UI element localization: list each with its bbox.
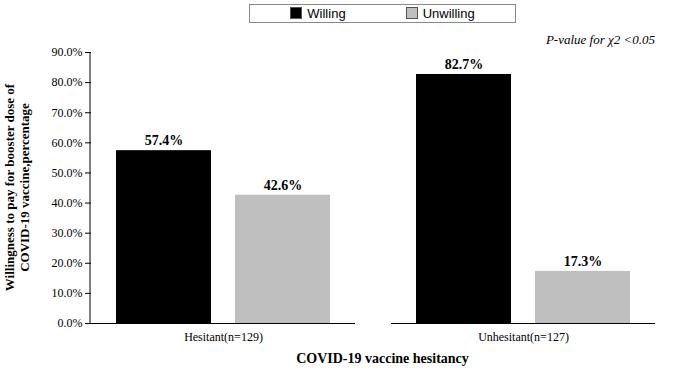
svg-text:30.0%: 30.0% [52,226,83,240]
svg-text:0.0%: 0.0% [58,316,83,330]
svg-text:82.7%: 82.7% [445,57,484,72]
svg-text:50.0%: 50.0% [52,166,83,180]
svg-text:90.0%: 90.0% [52,45,83,59]
svg-text:Hesitant(n=129): Hesitant(n=129) [184,330,263,344]
svg-text:40.0%: 40.0% [52,196,83,210]
svg-text:60.0%: 60.0% [52,136,83,150]
svg-text:57.4%: 57.4% [145,133,184,148]
svg-text:80.0%: 80.0% [52,75,83,89]
svg-text:Unhesitant(n=127): Unhesitant(n=127) [478,330,569,344]
html-text:COVID-19 vaccine hesitancy: COVID-19 vaccine hesitancy [296,351,469,366]
svg-text:70.0%: 70.0% [52,106,83,120]
svg-text:P-value for χ2 <0.05: P-value for χ2 <0.05 [545,32,656,47]
svg-text:10.0%: 10.0% [52,286,83,300]
html-text:Willing: Willing [307,5,346,21]
svg-text:Willingness to pay for booster: Willingness to pay for booster dose ofCO… [2,83,32,291]
svg-text:17.3%: 17.3% [564,254,603,269]
svg-text:20.0%: 20.0% [52,256,83,270]
html-text:Unwilling: Unwilling [422,5,475,21]
svg-text:42.6%: 42.6% [264,178,303,193]
